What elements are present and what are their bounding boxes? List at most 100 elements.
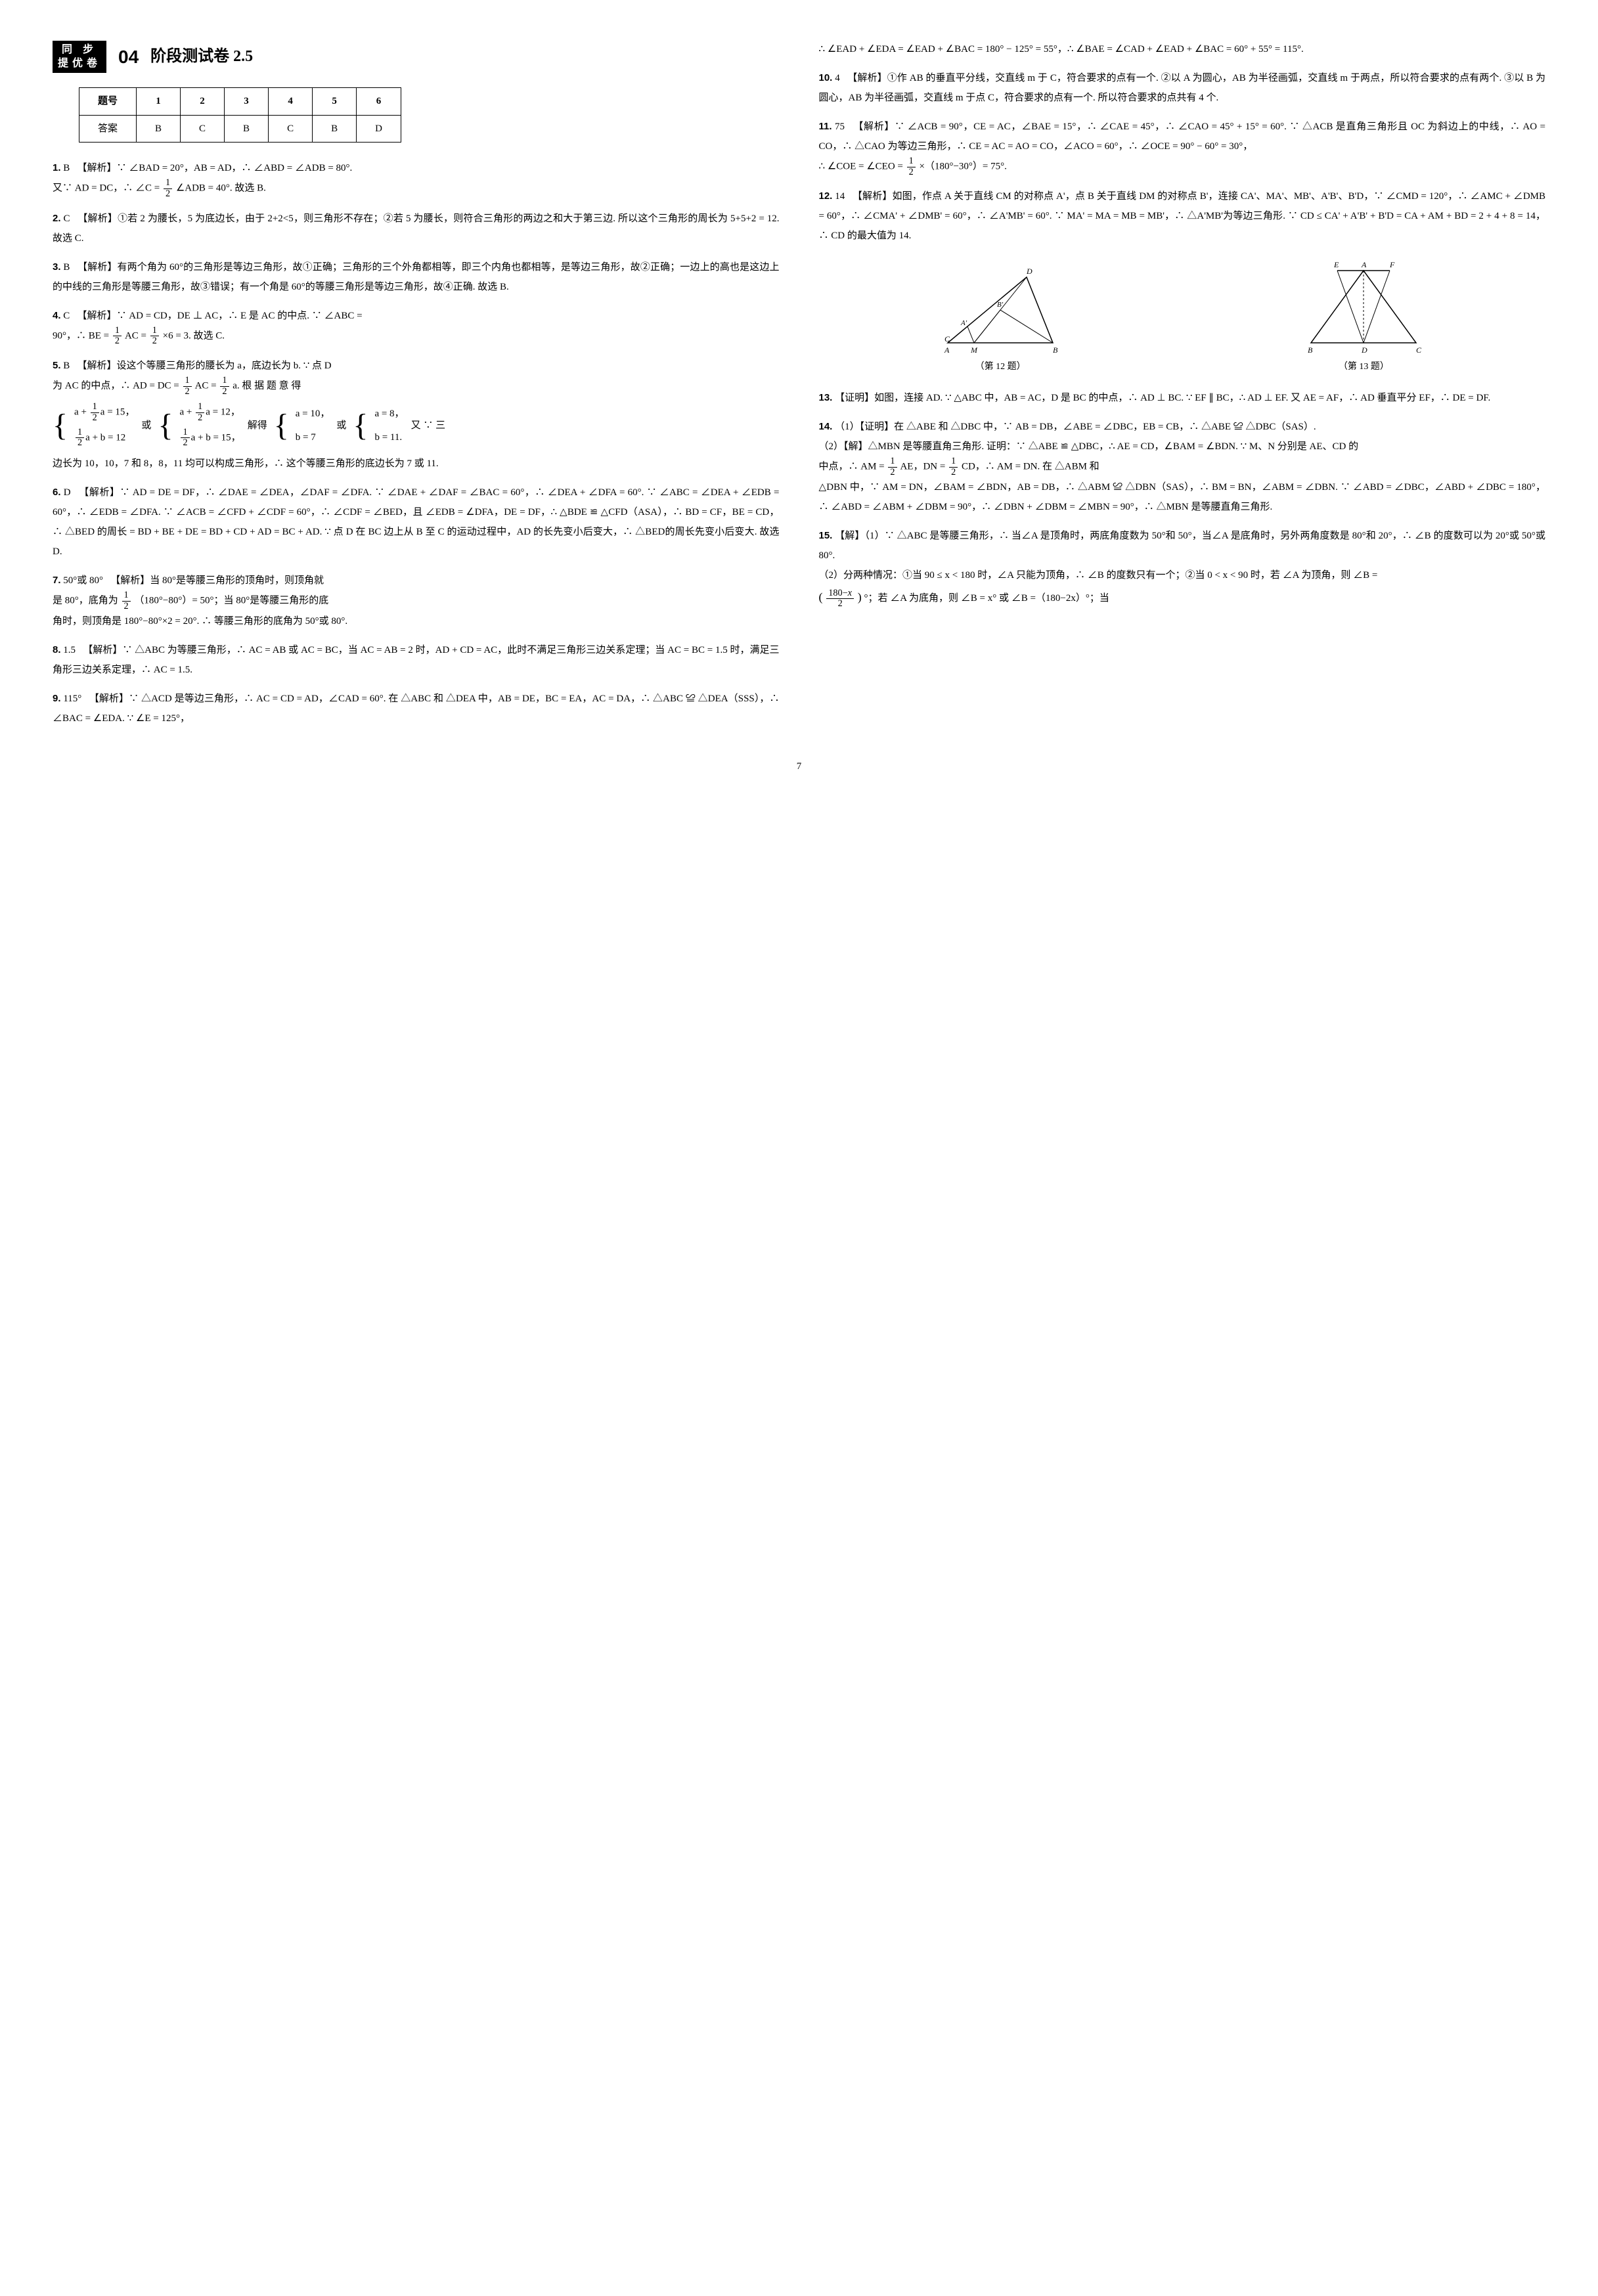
eq: a = 15， (100, 407, 135, 418)
q-text: 【解析】∵ ∠ACB = 90°，CE = AC，∠BAE = 15°，∴ ∠C… (819, 121, 1546, 152)
table-cell: 答案 (79, 115, 137, 143)
fraction: 12 (181, 428, 189, 449)
q-ans: 1.5 (63, 645, 76, 655)
eq: a = 12， (206, 407, 240, 418)
question-8: 8. 1.5 【解析】∵ △ABC 为等腰三角形，∴ AC = AB 或 AC … (53, 640, 780, 680)
q-ans: 14 (835, 191, 845, 202)
svg-text:A: A (944, 345, 950, 355)
fraction: 12 (196, 402, 204, 423)
q-num: 4. (53, 310, 61, 321)
fraction: 12 (91, 402, 99, 423)
fraction: 180−x2 (826, 588, 854, 609)
q-num: 6. (53, 487, 61, 498)
q-text: °；若 ∠A 为底角，则 ∠B = x° 或 ∠B =（180−2x）°；当 (864, 593, 1109, 604)
question-6: 6. D 【解析】∵ AD = DE = DF，∴ ∠DAE = ∠DEA，∠D… (53, 483, 780, 562)
figure-13: E A F B D C （第 13 题） (1298, 257, 1429, 376)
table-cell: 3 (225, 88, 269, 116)
fraction: 12 (907, 156, 916, 177)
q-text: ×6 = 3. 故选 C. (163, 330, 225, 341)
q-text: 为 AC 的中点，∴ AD = DC = (53, 380, 182, 391)
table-cell: 1 (137, 88, 181, 116)
q-text: CD，∴ AM = DN. 在 △ABM 和 (962, 462, 1099, 472)
brace-content: a + 12a = 12， 12a + b = 15， (179, 402, 240, 449)
svg-text:D: D (1026, 267, 1032, 276)
question-10: 10. 4 【解析】①作 AB 的垂直平分线，交直线 m 于 C，符合要求的点有… (819, 68, 1546, 108)
question-9-cont: ∴ ∠EAD + ∠EDA = ∠EAD + ∠BAC = 180° − 125… (819, 39, 1546, 59)
q-text: （180°−80°）= 50°；当 80°是等腰三角形的底 (134, 596, 328, 606)
q-num: 7. (53, 575, 61, 586)
table-cell: 2 (181, 88, 225, 116)
page-number: 7 (53, 757, 1545, 776)
table-cell: C (269, 115, 313, 143)
q-text: ∴ ∠COE = ∠CEO = (819, 162, 906, 172)
q-num: 5. (53, 360, 61, 371)
q-num: 8. (53, 644, 61, 655)
q-text: 90°，∴ BE = (53, 330, 112, 341)
brace-content: a + 12a = 15， 12a + b = 12 (74, 402, 135, 449)
q-ans: 50°或 80° (63, 575, 103, 586)
left-column: 同 步 提优卷 04 阶段测试卷 2.5 题号 1 2 3 4 5 6 答案 B… (53, 39, 780, 738)
q-text: 角时，则顶角是 180°−80°×2 = 20°. ∴ 等腰三角形的底角为 50… (53, 616, 347, 627)
question-2: 2. C 【解析】①若 2 为腰长，5 为底边长，由于 2+2<5，则三角形不存… (53, 209, 780, 248)
table-cell: 6 (357, 88, 401, 116)
q-text: 【解析】∵ ∠BAD = 20°，AB = AD，∴ ∠ABD = ∠ADB =… (78, 163, 353, 173)
q-text: 【解析】当 80°是等腰三角形的顶角时，则顶角就 (110, 575, 324, 586)
brace-icon: { (53, 410, 68, 441)
section-number: 04 (118, 39, 139, 74)
q-num: 3. (53, 261, 61, 273)
q-ans: B (63, 262, 70, 273)
brace-icon: { (353, 410, 368, 441)
section-header: 同 步 提优卷 04 阶段测试卷 2.5 (53, 39, 780, 74)
q-text: （2）分两种情况：①当 90 ≤ x < 180 时，∠A 只能为顶角，∴ ∠B… (819, 570, 1378, 581)
brace-content: a = 8， b = 11. (374, 404, 404, 447)
svg-text:F: F (1389, 260, 1395, 269)
q-ans: C (63, 213, 70, 224)
q-text: ∴ ∠EAD + ∠EDA = ∠EAD + ∠BAC = 180° − 125… (819, 44, 1304, 55)
question-15: 15. 【解】（1）∵ △ABC 是等腰三角形，∴ 当∠A 是顶角时，两底角度数… (819, 526, 1546, 609)
table-cell: 5 (313, 88, 357, 116)
solve-text: 解得 (248, 416, 267, 435)
table-cell: B (225, 115, 269, 143)
table-row: 答案 B C B C B D (79, 115, 401, 143)
table-cell: B (137, 115, 181, 143)
q-text: 【解析】∵ △ACD 是等边三角形，∴ AC = CD = AD，∠CAD = … (53, 694, 780, 724)
equation-system: { a + 12a = 15， 12a + b = 12 或 { a + 12a… (53, 402, 780, 449)
triangle-diagram-icon: E A F B D C (1298, 257, 1429, 356)
eq: a + b = 15， (191, 432, 241, 443)
table-cell: C (181, 115, 225, 143)
or-text: 或 (141, 416, 151, 435)
q-text: （2）【解】△MBN 是等腰直角三角形. 证明：∵ △ABE ≌ △DBC，∴ … (819, 441, 1359, 452)
question-9: 9. 115° 【解析】∵ △ACD 是等边三角形，∴ AC = CD = AD… (53, 689, 780, 728)
q-text: △DBN 中，∵ AM = DN，∠BAM = ∠BDN，AB = DB，∴ △… (819, 482, 1546, 512)
q-text: AC = (125, 330, 149, 341)
answer-table: 题号 1 2 3 4 5 6 答案 B C B C B D (79, 87, 401, 143)
brace-icon: { (274, 410, 289, 441)
q-ans: D (64, 487, 71, 498)
q-text: 又∵ AD = DC，∴ ∠C = (53, 183, 162, 194)
fraction: 12 (76, 428, 84, 449)
triangle-diagram-icon: C D A M B A' B' (935, 257, 1066, 356)
q-text: 【解析】∵ AD = DE = DF，∴ ∠DAE = ∠DEA，∠DAF = … (53, 487, 780, 557)
q-text: （1）【证明】在 △ABE 和 △DBC 中，∵ AB = DB，∠ABE = … (835, 422, 1316, 432)
figure-12: C D A M B A' B' （第 12 题） (935, 257, 1066, 376)
q-num: 11. (819, 121, 832, 132)
q-text: 是 80°，底角为 (53, 596, 121, 606)
q-text: 【解析】有两个角为 60°的三角形是等边三角形，故①正确；三角形的三个外角都相等… (53, 262, 780, 292)
q-text: ∠ADB = 40°. 故选 B. (176, 183, 266, 194)
svg-text:C: C (1416, 345, 1422, 355)
or-text: 或 (336, 416, 346, 435)
figure-caption: （第 12 题） (935, 359, 1066, 376)
fraction: 12 (949, 456, 958, 477)
question-14: 14. （1）【证明】在 △ABE 和 △DBC 中，∵ AB = DB，∠AB… (819, 417, 1546, 517)
q-text: 【证明】如图，连接 AD. ∵ △ABC 中，AB = AC，D 是 BC 的中… (835, 393, 1490, 403)
q-text: 【解析】∵ AD = CD，DE ⊥ AC，∴ E 是 AC 的中点. ∵ ∠A… (78, 311, 363, 321)
fraction: 12 (888, 456, 897, 477)
question-13: 13. 【证明】如图，连接 AD. ∵ △ABC 中，AB = AC，D 是 B… (819, 388, 1546, 408)
table-row: 题号 1 2 3 4 5 6 (79, 88, 401, 116)
fraction: 12 (122, 590, 131, 611)
figures-row: C D A M B A' B' （第 12 题） E (819, 257, 1546, 376)
svg-text:E: E (1333, 260, 1339, 269)
badge-line1: 同 步 (58, 43, 101, 57)
q-ans: 4 (835, 73, 840, 83)
eq: a = 8， (374, 404, 404, 424)
